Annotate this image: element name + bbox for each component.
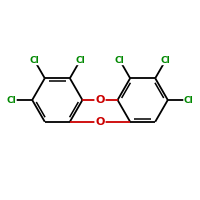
Text: Cl: Cl [75, 56, 85, 65]
Text: Cl: Cl [115, 56, 125, 65]
Text: Cl: Cl [161, 56, 171, 65]
Text: Cl: Cl [6, 96, 16, 105]
Text: O: O [95, 95, 105, 105]
Text: O: O [95, 117, 105, 127]
Text: Cl: Cl [184, 96, 194, 105]
Text: Cl: Cl [29, 56, 39, 65]
